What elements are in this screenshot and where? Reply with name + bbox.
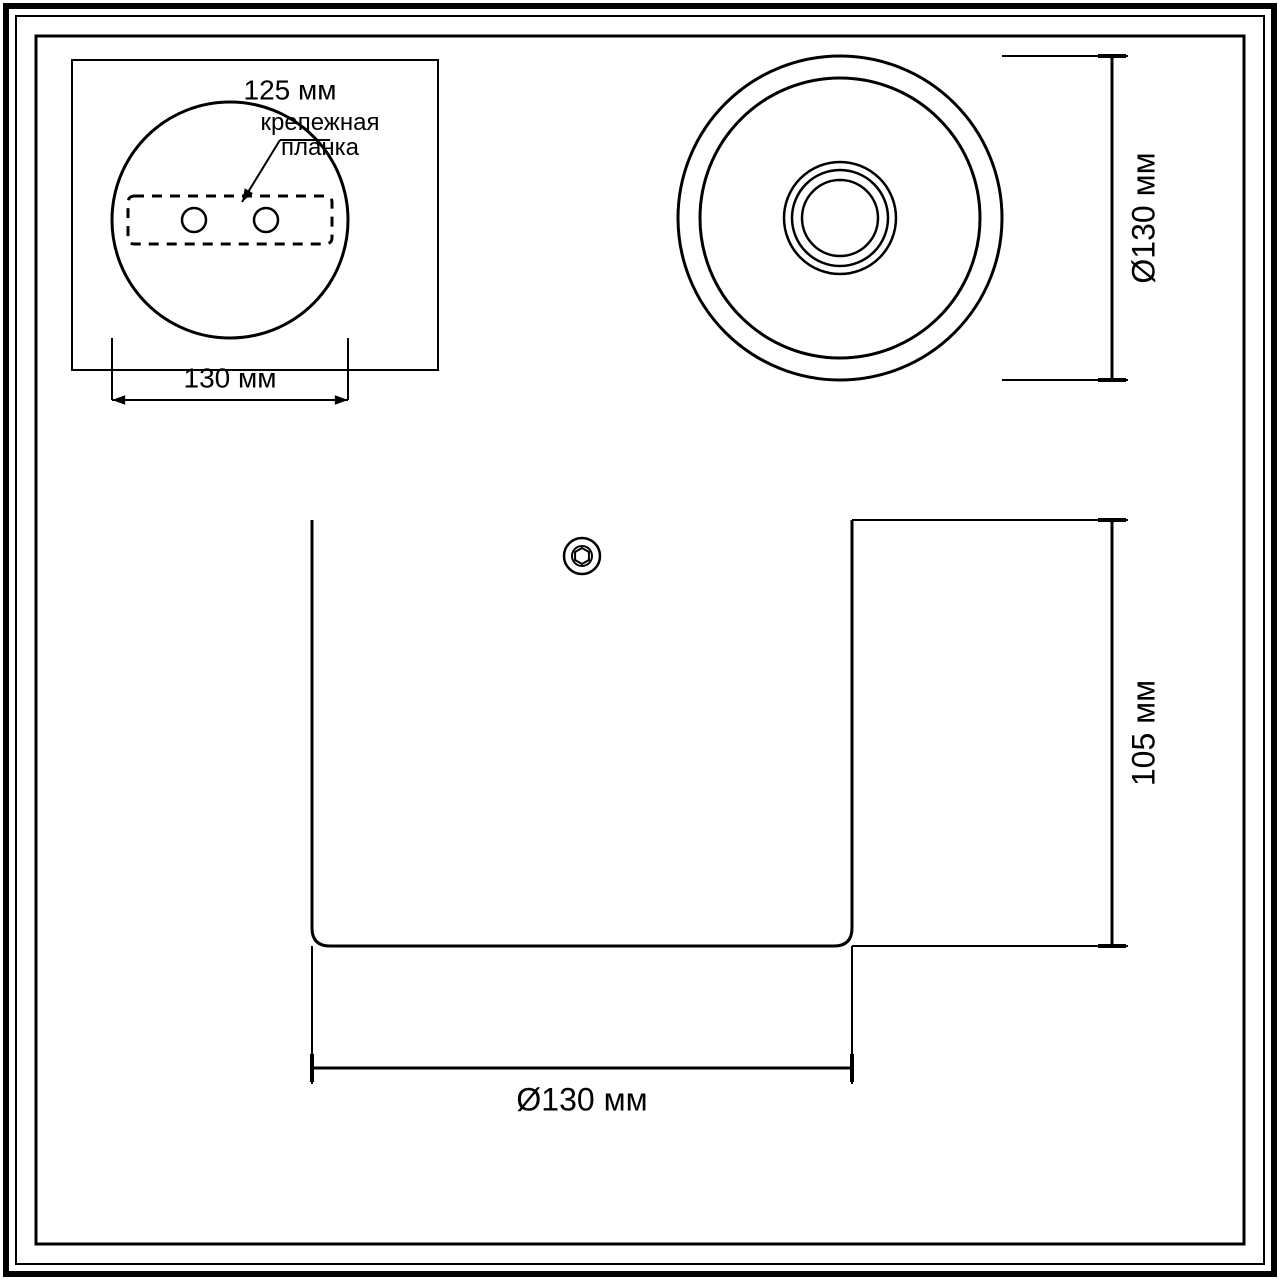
svg-text:125 мм: 125 мм	[244, 74, 337, 105]
svg-text:крепежнаяпланка: крепежнаяпланка	[261, 109, 380, 161]
diagram-svg: 125 мм крепежнаяпланка 130 мм Ø130 мм 105 мм…	[0, 0, 1280, 1280]
svg-text:Ø130 мм: Ø130 мм	[1125, 152, 1161, 283]
page: 125 мм крепежнаяпланка 130 мм Ø130 мм 105 мм…	[0, 0, 1280, 1280]
svg-text:105 мм: 105 мм	[1125, 680, 1161, 786]
svg-text:Ø130 мм: Ø130 мм	[516, 1081, 647, 1117]
svg-text:130 мм: 130 мм	[184, 362, 277, 393]
